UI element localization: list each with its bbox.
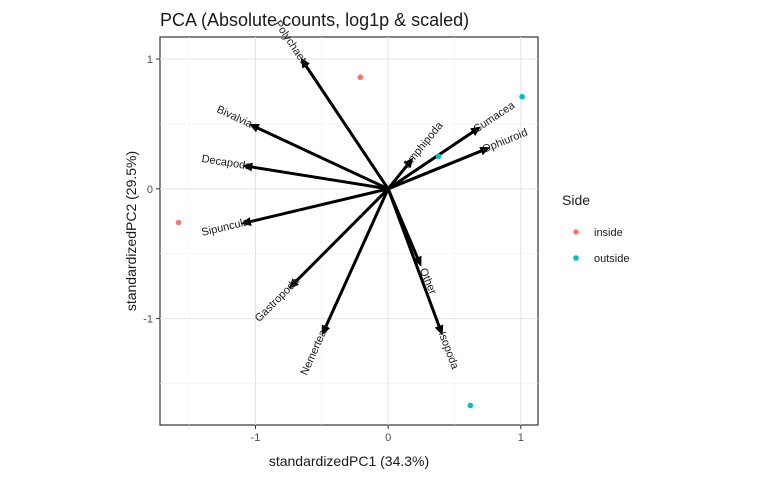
y-axis-label: standardizedPC2 (29.5%)	[123, 151, 139, 311]
legend-title: Side	[562, 192, 590, 208]
point-inside	[357, 74, 364, 81]
loading-arrows	[240, 57, 491, 336]
legend-key-outside	[573, 255, 579, 261]
legend-label-outside: outside	[594, 253, 629, 265]
legend-key-inside	[573, 229, 579, 235]
panel-border	[159, 36, 539, 426]
x-axis-ticks: -1 0 1	[251, 425, 524, 444]
point-inside	[175, 219, 182, 226]
y-tick-label: 0	[147, 184, 153, 196]
loading-arrow	[288, 187, 390, 289]
x-tick-label: -1	[251, 432, 261, 444]
legend-label-inside: inside	[594, 227, 623, 239]
y-tick-label: 1	[147, 54, 153, 66]
point-outside	[435, 153, 442, 160]
loading-arrow	[386, 126, 481, 191]
y-axis-ticks: -1 0 1	[143, 54, 160, 326]
x-tick-label: 1	[518, 432, 524, 444]
plot-panel: PolychaeteBivalviaDecapodaSipunculaGastr…	[159, 18, 539, 426]
grid-lines	[160, 37, 538, 425]
legend-items: inside outside	[573, 227, 629, 265]
loading-arrow	[248, 123, 390, 191]
loading-arrow	[386, 146, 491, 191]
y-tick-label: -1	[143, 314, 153, 326]
loading-arrow	[240, 187, 390, 226]
loading-arrow	[321, 187, 390, 336]
loading-arrow	[300, 57, 390, 191]
loading-arrow	[386, 187, 422, 267]
legend: Side inside outside	[562, 192, 629, 265]
chart-title: PCA (Absolute counts, log1p & scaled)	[160, 10, 469, 30]
sample-points	[175, 74, 525, 409]
point-outside	[467, 402, 474, 409]
x-tick-label: 0	[385, 432, 391, 444]
x-axis-label: standardizedPC1 (34.3%)	[269, 453, 429, 469]
loading-arrow	[386, 157, 414, 191]
loading-arrow	[242, 162, 390, 191]
point-outside	[519, 93, 525, 100]
